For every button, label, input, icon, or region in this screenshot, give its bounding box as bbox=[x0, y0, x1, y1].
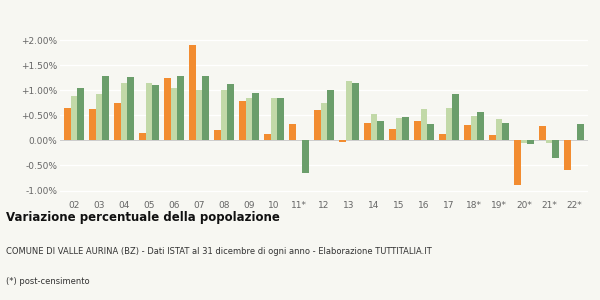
Bar bbox=[152, 85, 158, 140]
Bar bbox=[478, 112, 484, 140]
Bar bbox=[214, 130, 221, 140]
Bar bbox=[496, 119, 502, 140]
Bar bbox=[177, 76, 184, 140]
Bar bbox=[427, 124, 434, 140]
Bar bbox=[464, 125, 471, 140]
Bar bbox=[421, 110, 427, 140]
Bar bbox=[71, 97, 77, 140]
Bar bbox=[102, 76, 109, 140]
Bar bbox=[389, 130, 396, 140]
Bar bbox=[577, 124, 584, 140]
Bar bbox=[202, 76, 209, 140]
Bar bbox=[514, 140, 521, 184]
Bar bbox=[396, 118, 403, 140]
Bar bbox=[114, 103, 121, 140]
Bar bbox=[403, 117, 409, 140]
Bar bbox=[471, 116, 478, 140]
Bar bbox=[377, 122, 384, 140]
Bar bbox=[127, 77, 134, 140]
Bar bbox=[490, 136, 496, 140]
Text: (*) post-censimento: (*) post-censimento bbox=[6, 278, 89, 286]
Bar bbox=[264, 134, 271, 140]
Bar bbox=[502, 123, 509, 140]
Bar bbox=[239, 101, 245, 140]
Bar bbox=[539, 127, 546, 140]
Bar bbox=[346, 82, 352, 140]
Bar bbox=[452, 94, 459, 140]
Bar bbox=[89, 110, 95, 140]
Bar bbox=[371, 115, 377, 140]
Bar bbox=[321, 103, 327, 140]
Bar bbox=[546, 140, 553, 143]
Text: Variazione percentuale della popolazione: Variazione percentuale della popolazione bbox=[6, 212, 280, 224]
Bar bbox=[553, 140, 559, 158]
Bar bbox=[245, 98, 252, 140]
Bar bbox=[139, 133, 146, 140]
Bar bbox=[277, 98, 284, 140]
Bar bbox=[439, 134, 446, 140]
Bar bbox=[196, 91, 202, 140]
Bar bbox=[521, 140, 527, 143]
Bar bbox=[415, 122, 421, 140]
Bar bbox=[302, 140, 309, 173]
Bar bbox=[189, 46, 196, 140]
Bar bbox=[252, 93, 259, 140]
Bar bbox=[327, 91, 334, 140]
Bar bbox=[221, 91, 227, 140]
Bar bbox=[314, 110, 321, 140]
Bar bbox=[146, 83, 152, 140]
Bar bbox=[170, 88, 177, 140]
Bar bbox=[339, 140, 346, 142]
Text: COMUNE DI VALLE AURINA (BZ) - Dati ISTAT al 31 dicembre di ogni anno - Elaborazi: COMUNE DI VALLE AURINA (BZ) - Dati ISTAT… bbox=[6, 248, 432, 256]
Bar bbox=[95, 94, 102, 140]
Bar bbox=[227, 85, 233, 140]
Bar bbox=[121, 83, 127, 140]
Bar bbox=[77, 88, 83, 140]
Bar bbox=[527, 140, 534, 145]
Bar bbox=[64, 108, 71, 140]
Bar bbox=[565, 140, 571, 170]
Bar bbox=[164, 78, 170, 140]
Bar bbox=[446, 108, 452, 140]
Bar bbox=[271, 98, 277, 140]
Bar bbox=[289, 124, 296, 140]
Bar bbox=[364, 123, 371, 140]
Bar bbox=[352, 83, 359, 140]
